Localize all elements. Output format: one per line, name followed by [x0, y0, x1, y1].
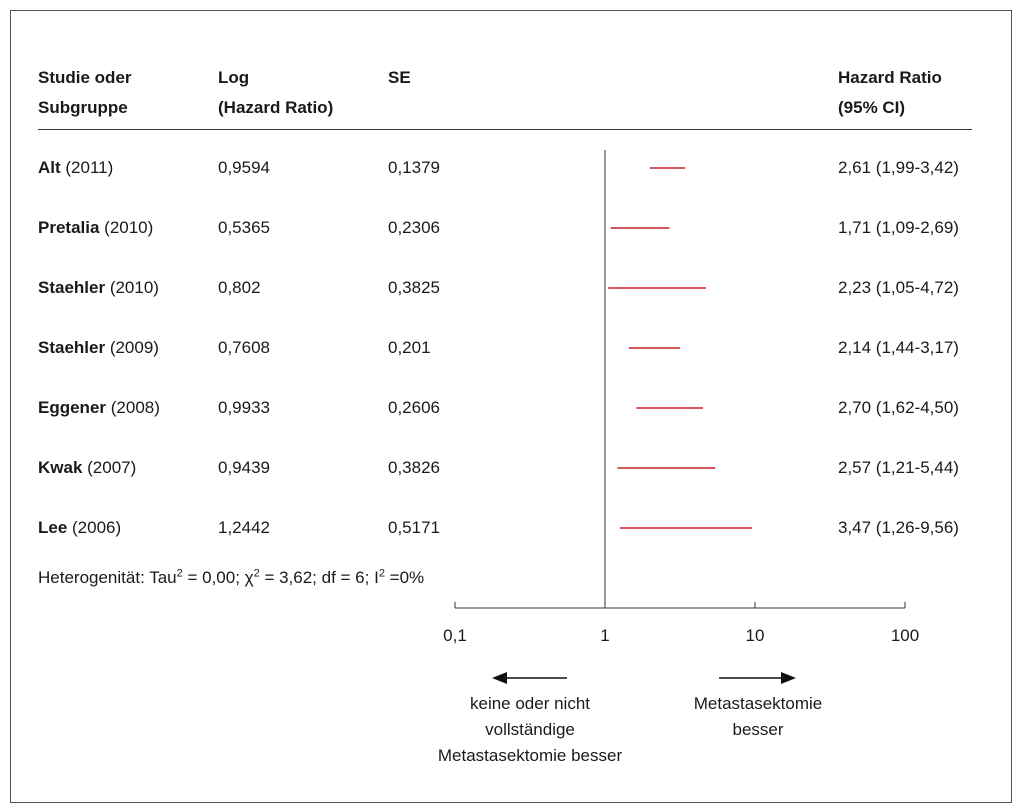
study-name: Staehler — [38, 278, 106, 297]
x-tick-label: 10 — [745, 626, 765, 645]
header-hr-line2: (95% CI) — [838, 98, 906, 117]
study-name: Pretalia — [38, 218, 100, 237]
log-hr-value: 0,7608 — [218, 338, 270, 357]
left-direction-line3: Metastasektomie besser — [437, 746, 623, 765]
study-name: Eggener — [38, 398, 107, 417]
left-direction-line2: vollständige — [485, 720, 575, 739]
study-label: Eggener (2008) — [38, 398, 160, 418]
se-value: 0,2606 — [388, 398, 440, 417]
study-label: Staehler (2010) — [38, 278, 159, 298]
log-hr-value: 0,9933 — [218, 398, 270, 417]
study-year: (2010) — [99, 218, 154, 237]
se-value: 0,2306 — [388, 218, 440, 237]
study-year: (2006) — [67, 518, 122, 537]
right-direction-line2: besser — [732, 720, 784, 739]
study-label: Staehler (2009) — [38, 338, 159, 358]
header-study-line2: Subgruppe — [38, 98, 128, 117]
hr-ci-value: 2,23 (1,05-4,72) — [838, 278, 959, 297]
heterogeneity-text: Heterogenität: Tau2 = 0,00; χ2 = 3,62; d… — [38, 567, 425, 587]
log-hr-value: 0,9594 — [218, 158, 270, 177]
x-tick-label: 0,1 — [443, 626, 467, 645]
study-name: Alt — [38, 158, 61, 177]
header-log-line2: (Hazard Ratio) — [218, 98, 334, 117]
x-tick-label: 100 — [890, 626, 920, 645]
right-arrow-head — [781, 672, 796, 684]
study-name: Kwak — [38, 458, 83, 477]
left-arrow-head — [492, 672, 507, 684]
figure-frame — [10, 10, 1012, 803]
study-year: (2008) — [106, 398, 160, 417]
study-year: (2007) — [82, 458, 137, 477]
study-label: Kwak (2007) — [38, 458, 136, 478]
study-name: Staehler — [38, 338, 106, 357]
right-direction-line1: Metastasektomie — [693, 694, 823, 713]
study-year: (2010) — [105, 278, 159, 297]
se-value: 0,1379 — [388, 158, 440, 177]
header-hr-line1: Hazard Ratio — [838, 68, 942, 87]
study-label: Pretalia (2010) — [38, 218, 153, 238]
hr-ci-value: 1,71 (1,09-2,69) — [838, 218, 959, 237]
study-label: Lee (2006) — [38, 518, 121, 538]
study-label: Alt (2011) — [38, 158, 113, 178]
left-direction-line1: keine oder nicht — [469, 694, 591, 713]
x-tick-label: 1 — [600, 626, 610, 645]
se-value: 0,5171 — [388, 518, 440, 537]
hr-ci-value: 2,14 (1,44-3,17) — [838, 338, 959, 357]
se-value: 0,201 — [388, 338, 431, 357]
header-study-line1: Studie oder — [38, 68, 132, 87]
study-year: (2009) — [105, 338, 159, 357]
log-hr-value: 0,9439 — [218, 458, 270, 477]
hr-ci-value: 2,61 (1,99-3,42) — [838, 158, 959, 177]
header-log-line1: Log — [218, 68, 250, 87]
hr-ci-value: 2,70 (1,62-4,50) — [838, 398, 959, 417]
hr-ci-value: 2,57 (1,21-5,44) — [838, 458, 959, 477]
study-year: (2011) — [60, 158, 114, 177]
se-value: 0,3826 — [388, 458, 440, 477]
header-divider — [38, 129, 972, 130]
log-hr-value: 0,5365 — [218, 218, 270, 237]
log-hr-value: 0,802 — [218, 278, 261, 297]
study-name: Lee — [38, 518, 68, 537]
log-hr-value: 1,2442 — [218, 518, 270, 537]
se-value: 0,3825 — [388, 278, 440, 297]
header-se: SE — [388, 68, 411, 87]
hr-ci-value: 3,47 (1,26-9,56) — [838, 518, 959, 537]
